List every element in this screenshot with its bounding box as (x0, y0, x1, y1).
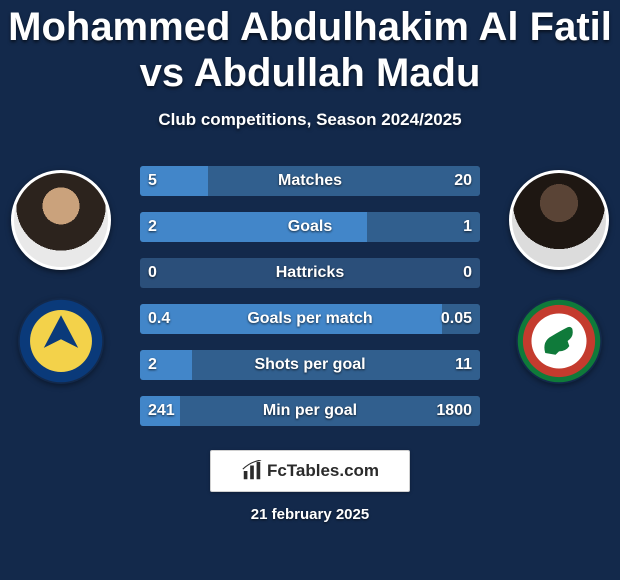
stat-value-right: 1800 (428, 396, 480, 426)
comparison-infographic: Mohammed Abdulhakim Al Fatil vs Abdullah… (0, 0, 620, 580)
stat-value-right: 0 (455, 258, 480, 288)
stat-value-left: 2 (140, 350, 165, 380)
stats-bars: 520Matches21Goals00Hattricks0.40.05Goals… (140, 166, 480, 442)
right-player-column (504, 170, 614, 384)
stat-value-left: 0 (140, 258, 165, 288)
stat-row: 0.40.05Goals per match (140, 304, 480, 334)
player-right-avatar (509, 170, 609, 270)
stat-bar-left (140, 304, 442, 334)
player-right-club-logo (516, 298, 602, 384)
stat-value-right: 0.05 (433, 304, 480, 334)
stat-value-right: 11 (447, 350, 480, 380)
stat-row: 21Goals (140, 212, 480, 242)
stat-row: 2411800Min per goal (140, 396, 480, 426)
stat-value-left: 2 (140, 212, 165, 242)
stat-bar-right (192, 350, 480, 380)
stat-row: 520Matches (140, 166, 480, 196)
date-label: 21 february 2025 (0, 506, 620, 523)
player-left-club-logo (18, 298, 104, 384)
chart-bars-icon (241, 460, 263, 482)
stat-value-left: 0.4 (140, 304, 178, 334)
stat-value-left: 5 (140, 166, 165, 196)
stat-bar-right (208, 166, 480, 196)
stat-row: 0 0Hattricks (140, 258, 480, 288)
stat-bar-left (140, 212, 367, 242)
brand-text: FcTables.com (267, 461, 379, 481)
stat-metric-label: Hattricks (140, 258, 480, 288)
left-player-column (6, 170, 116, 384)
stat-value-left: 241 (140, 396, 183, 426)
player-left-avatar (11, 170, 111, 270)
stat-row: 211Shots per goal (140, 350, 480, 380)
subtitle: Club competitions, Season 2024/2025 (0, 110, 620, 130)
stat-value-right: 1 (455, 212, 480, 242)
stat-value-right: 20 (446, 166, 480, 196)
page-title: Mohammed Abdulhakim Al Fatil vs Abdullah… (0, 0, 620, 96)
brand-badge[interactable]: FcTables.com (210, 450, 410, 492)
